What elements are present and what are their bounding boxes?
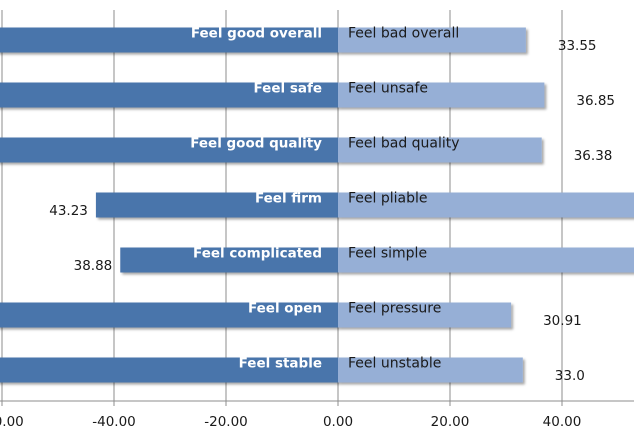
bar-positive [338, 302, 512, 328]
value-label-positive: 36.38 [574, 148, 613, 164]
x-axis: -80.00-60.00-40.00-20.000.0020.0040.0060… [0, 400, 634, 430]
x-tick-label: 40.00 [543, 414, 582, 430]
bar-label-positive: Feel pressure [348, 301, 441, 317]
value-label-negative: 38.88 [74, 258, 113, 274]
bar-label-negative: Feel open [248, 301, 322, 317]
bar-label-positive: Feel bad quality [348, 136, 460, 152]
bar-positive [338, 247, 634, 273]
bar-label-negative: Feel good quality [190, 136, 322, 152]
bar-label-positive: Feel unstable [348, 356, 441, 372]
bar-label-positive: Feel bad overall [348, 26, 459, 42]
bars [0, 27, 634, 383]
bar-negative [0, 82, 339, 108]
x-tick-label: -20.00 [204, 414, 248, 430]
bar-negative [0, 302, 338, 328]
bar-positive [338, 137, 542, 163]
value-label-positive: 33.55 [558, 38, 597, 54]
bar-positive [338, 27, 526, 53]
bar-label-negative: Feel complicated [193, 246, 322, 262]
value-label-negative: 43.23 [49, 203, 88, 219]
bar-negative [0, 137, 339, 163]
bar-label-negative: Feel safe [254, 81, 323, 97]
bar-positive [338, 82, 545, 108]
bar-positive [338, 192, 634, 218]
bar-label-positive: Feel simple [348, 246, 427, 262]
x-tick-label: -60.00 [0, 414, 24, 430]
x-tick-label: 20.00 [431, 414, 470, 430]
bar-negative [120, 247, 338, 273]
value-label-positive: 30.91 [543, 313, 582, 329]
bar-label-negative: Feel good overall [191, 26, 322, 42]
bar-label-positive: Feel unsafe [348, 81, 428, 97]
bar-label-negative: Feel stable [239, 356, 322, 372]
x-tick-label: -40.00 [92, 414, 136, 430]
value-label-positive: 36.85 [576, 93, 615, 109]
bar-positive [338, 357, 523, 383]
bar-label-positive: Feel pliable [348, 191, 428, 207]
bar-label-negative: Feel firm [255, 191, 322, 207]
bar-negative [0, 357, 338, 383]
x-tick-label: 0.00 [323, 414, 353, 430]
bar-negative [0, 27, 338, 53]
bar-negative [95, 192, 338, 218]
value-label-positive: 33.0 [555, 368, 585, 384]
